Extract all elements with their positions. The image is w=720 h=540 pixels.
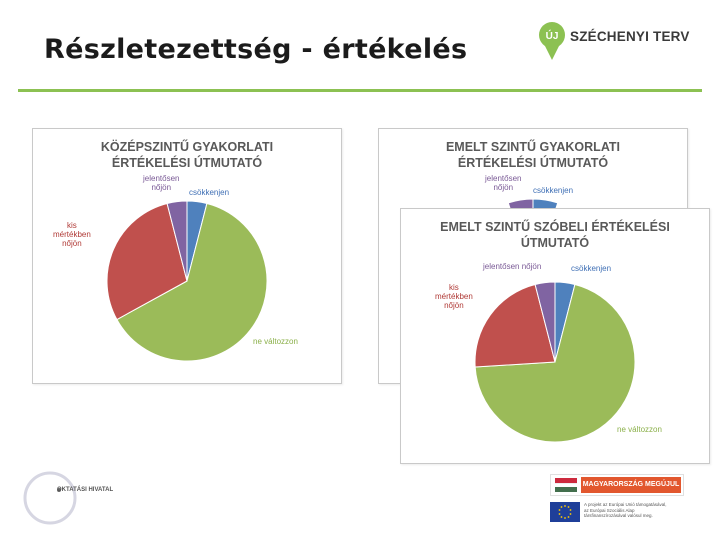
label-line: nőjön	[444, 301, 464, 310]
label-line: kis	[67, 221, 77, 230]
label-jelentosen-nojon: jelentősen nőjön	[483, 262, 542, 271]
circle-emblem-icon	[23, 471, 77, 525]
oktatasi-hivatal-logo: OKTATÁSI HIVATAL	[22, 470, 132, 528]
pie-slice-kis-mértékben-nőjön	[474, 283, 556, 368]
label-kis-mertekben-nojon: kis mértékben nőjön	[53, 221, 91, 248]
pie-chart	[474, 281, 636, 443]
label-line: nőjön	[151, 183, 172, 192]
pie-slice-jelentősen-nőjön	[166, 200, 188, 282]
magyarorszag-megujul-banner: MAGYARORSZÁG MEGÚJUL	[550, 474, 684, 496]
pie-slice-ne-változzon	[474, 283, 636, 443]
chart-title-line-1: EMELT SZINTŰ GYAKORLATI	[445, 140, 621, 154]
label-line: jelentősen	[485, 174, 522, 183]
logo-text: SZÉCHENYI TERV	[570, 29, 690, 44]
label-csokkenjen: csökkenjen	[571, 264, 612, 273]
label-line: kis	[449, 283, 459, 292]
label-line: mértékben	[53, 230, 91, 239]
label-line: mértékben	[435, 292, 473, 301]
pie-slice-ne-változzon	[116, 202, 268, 362]
chart-title: EMELT SZINTŰ GYAKORLATI ÉRTÉKELÉSI ÚTMUT…	[379, 139, 687, 171]
szechenyi-terv-logo: ÚJ SZÉCHENYI TERV	[536, 20, 696, 68]
chart-panel-kozepszintu: KÖZÉPSZINTŰ GYAKORLATI ÉRTÉKELÉSI ÚTMUTA…	[32, 128, 342, 384]
pie-slice-jelentősen-nőjön	[534, 281, 556, 363]
chart-title: KÖZÉPSZINTŰ GYAKORLATI ÉRTÉKELÉSI ÚTMUTA…	[33, 139, 341, 171]
label-csokkenjen: csökkenjen	[189, 188, 230, 197]
label-line: nőjön	[493, 183, 514, 192]
chart-title-line-2: ÉRTÉKELÉSI ÚTMUTATÓ	[111, 156, 263, 170]
eu-flag-icon	[550, 502, 580, 522]
label-jelentosen-nojon: jelentősen nőjön	[485, 174, 521, 192]
eu-funding-notice: A projekt az Európai Unió támogatásával,…	[550, 502, 682, 524]
chart-panel-emelt-szobeli: EMELT SZINTŰ SZÓBELI ÉRTÉKELÉSI ÚTMUTATÓ…	[400, 208, 710, 464]
title-divider	[18, 89, 702, 92]
eu-text: A projekt az Európai Unió támogatásával,…	[584, 502, 667, 518]
page-title: Részletezettség - értékelés	[44, 34, 468, 65]
flag-stripe-green	[555, 487, 577, 492]
label-ne-valtozzon: ne változzon	[617, 425, 662, 434]
label-kis-mertekben-nojon: kis mértékben nőjön	[435, 283, 473, 310]
label-csokkenjen: csökkenjen	[533, 186, 574, 195]
chart-title-line-1: EMELT SZINTŰ SZÓBELI ÉRTÉKELÉSI	[440, 220, 670, 234]
pie-slice-kis-mértékben-nőjön	[106, 202, 188, 321]
map-pin-icon: ÚJ	[539, 22, 565, 60]
chart-title: EMELT SZINTŰ SZÓBELI ÉRTÉKELÉSI ÚTMUTATÓ	[401, 219, 709, 251]
pie-chart	[106, 200, 268, 362]
banner-text: MAGYARORSZÁG MEGÚJUL	[581, 477, 681, 493]
label-jelentosen-nojon: jelentősen nőjön	[143, 174, 179, 192]
label-ne-valtozzon: ne változzon	[253, 337, 298, 346]
chart-title-line-2: ÉRTÉKELÉSI ÚTMUTATÓ	[457, 156, 609, 170]
chart-title-line-2: ÚTMUTATÓ	[520, 236, 590, 250]
logo-badge: ÚJ	[546, 29, 559, 42]
eu-stars-icon	[558, 505, 572, 519]
footer-logo-text: OKTATÁSI HIVATAL	[57, 487, 114, 493]
label-line: jelentősen	[143, 174, 180, 183]
flag-stripe-red	[555, 478, 577, 483]
label-line: nőjön	[62, 239, 82, 248]
chart-title-line-1: KÖZÉPSZINTŰ GYAKORLATI	[100, 140, 274, 154]
